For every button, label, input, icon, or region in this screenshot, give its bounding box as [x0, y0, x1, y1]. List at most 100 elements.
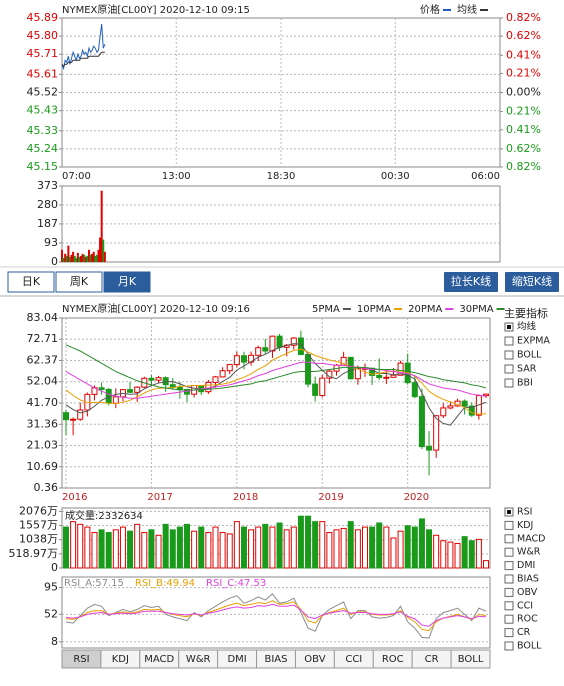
checkbox[interactable]: MACD	[504, 533, 545, 544]
checkbox-check[interactable]	[507, 325, 511, 329]
checkbox-label[interactable]: SAR	[517, 364, 537, 375]
tab-label[interactable]: W&R	[186, 654, 211, 665]
indicator-tab[interactable]: CCI	[333, 649, 374, 669]
volume-bar	[319, 521, 326, 569]
checkbox-label[interactable]: BIAS	[517, 574, 539, 585]
tab-label[interactable]: ROC	[382, 654, 404, 665]
candle-body	[212, 376, 219, 383]
button-box[interactable]	[505, 272, 559, 292]
tab-label[interactable]: RSI	[73, 654, 89, 665]
checkbox[interactable]: BBI	[504, 378, 533, 389]
tab-label[interactable]: CR	[425, 654, 439, 665]
indicator-tab[interactable]: ROC	[372, 649, 413, 669]
tab-label[interactable]: CCI	[345, 654, 362, 665]
volume-bar	[233, 521, 240, 569]
indicator-tab[interactable]: OBV	[294, 649, 335, 669]
tab-label[interactable]: BOLL	[458, 654, 484, 665]
checkbox-label[interactable]: BBI	[517, 378, 533, 389]
checkbox-check[interactable]	[507, 510, 511, 514]
y-tick-label: 2076万	[19, 504, 58, 517]
checkbox[interactable]: 均线	[504, 321, 537, 333]
checkbox-box[interactable]	[504, 574, 514, 584]
checkbox-box[interactable]	[504, 520, 514, 530]
checkbox[interactable]: RSI	[504, 507, 532, 518]
candle-body	[219, 370, 226, 378]
checkbox[interactable]: ROC	[504, 614, 538, 625]
period-tab[interactable]: 月K	[103, 271, 151, 293]
checkbox-label[interactable]: 均线	[517, 321, 537, 333]
checkbox-box[interactable]	[504, 614, 514, 624]
checkbox-label[interactable]: W&R	[517, 547, 541, 558]
button-label[interactable]: 拉长K线	[451, 274, 491, 288]
checkbox-label[interactable]: BOLL	[517, 350, 542, 361]
indicator-tab[interactable]: MACD	[139, 649, 180, 669]
tab-label[interactable]: BIAS	[265, 654, 288, 665]
volume-bar	[248, 529, 255, 569]
checkbox-label[interactable]: DMI	[517, 560, 535, 571]
tab-box[interactable]	[103, 271, 151, 293]
checkbox[interactable]: EXPMA	[504, 336, 550, 347]
indicator-tab[interactable]: CR	[411, 649, 452, 669]
x-tick-label: 2018	[233, 492, 258, 503]
button-box[interactable]	[444, 272, 498, 292]
indicator-tab[interactable]: RSI	[61, 649, 102, 669]
tab-label[interactable]: DMI	[227, 654, 246, 665]
volume-bar	[404, 525, 411, 569]
checkbox[interactable]: SAR	[504, 364, 537, 375]
checkbox-label[interactable]: BOLL	[517, 641, 542, 652]
tab-box[interactable]	[55, 271, 103, 293]
checkbox-label[interactable]: CR	[517, 627, 531, 638]
checkbox-label[interactable]: EXPMA	[517, 336, 550, 347]
checkbox-label[interactable]: ROC	[517, 614, 538, 625]
button[interactable]: 拉长K线	[444, 272, 498, 292]
indicator-tab[interactable]: W&R	[178, 649, 219, 669]
checkbox-box[interactable]	[504, 364, 514, 374]
checkbox[interactable]: CR	[504, 627, 531, 638]
checkbox-label[interactable]: OBV	[517, 587, 538, 598]
tab-label[interactable]: 周K	[70, 275, 89, 288]
candle-body	[276, 335, 283, 348]
checkbox[interactable]: BIAS	[504, 574, 539, 585]
indicator-tab[interactable]: KDJ	[100, 649, 141, 669]
volume-bar	[426, 529, 433, 569]
checkbox-box[interactable]	[504, 336, 514, 346]
tab-label[interactable]: 月K	[118, 275, 137, 288]
tab-label[interactable]: OBV	[304, 654, 325, 665]
indicator-tab[interactable]: BOLL	[450, 649, 491, 669]
checkbox-box[interactable]	[504, 601, 514, 611]
checkbox[interactable]: BOLL	[504, 350, 542, 361]
checkbox[interactable]: OBV	[504, 587, 538, 598]
indicator-tab[interactable]: BIAS	[256, 649, 296, 669]
checkbox-box[interactable]	[504, 587, 514, 597]
candle-body	[262, 347, 269, 352]
checkbox-label[interactable]: RSI	[517, 507, 532, 518]
button-label[interactable]: 缩短K线	[512, 274, 552, 288]
checkbox-label[interactable]: MACD	[517, 533, 545, 544]
candle-body	[98, 387, 105, 390]
checkbox-box[interactable]	[504, 534, 514, 544]
button[interactable]: 缩短K线	[505, 272, 559, 292]
tab-box[interactable]	[450, 649, 491, 669]
checkbox-box[interactable]	[504, 641, 514, 651]
checkbox[interactable]: KDJ	[504, 520, 533, 531]
tab-label[interactable]: MACD	[144, 654, 174, 665]
checkbox-box[interactable]	[504, 350, 514, 360]
period-tab[interactable]: 日K	[7, 271, 55, 293]
tab-box[interactable]	[7, 271, 55, 293]
tab-label[interactable]: KDJ	[112, 654, 129, 665]
checkbox-box[interactable]	[504, 547, 514, 557]
checkbox-label[interactable]: KDJ	[517, 520, 533, 531]
checkbox-box[interactable]	[504, 561, 514, 571]
checkbox-box[interactable]	[504, 378, 514, 388]
checkbox[interactable]: W&R	[504, 547, 541, 558]
period-tab[interactable]: 周K	[55, 271, 103, 293]
checkbox-label[interactable]: CCI	[517, 600, 533, 611]
checkbox[interactable]: BOLL	[504, 641, 542, 652]
volume-bar	[76, 252, 79, 262]
tab-label[interactable]: 日K	[22, 275, 41, 288]
checkbox[interactable]: CCI	[504, 600, 533, 611]
volume-bar	[62, 257, 65, 262]
checkbox[interactable]: DMI	[504, 560, 535, 571]
indicator-tab[interactable]: DMI	[217, 649, 258, 669]
checkbox-box[interactable]	[504, 628, 514, 638]
